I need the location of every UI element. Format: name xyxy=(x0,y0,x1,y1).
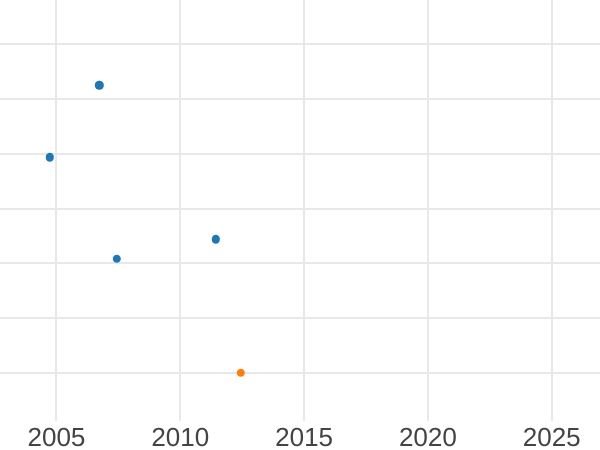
x-tick-label: 2005 xyxy=(27,422,86,450)
horizontal-gridline xyxy=(0,262,600,265)
vertical-gridline xyxy=(550,0,553,421)
horizontal-gridline xyxy=(0,207,600,210)
x-tick-label: 2025 xyxy=(522,422,581,450)
series-blue-point xyxy=(211,235,220,244)
series-blue-point xyxy=(45,152,54,162)
vertical-gridline xyxy=(179,0,182,421)
series-blue-point xyxy=(95,81,104,90)
horizontal-gridline xyxy=(0,152,600,155)
horizontal-gridline xyxy=(0,371,600,374)
series-blue-point xyxy=(112,254,121,264)
x-tick-label: 2015 xyxy=(275,422,333,450)
vertical-gridline xyxy=(426,0,429,421)
vertical-gridline xyxy=(55,0,58,421)
x-tick-label: 2010 xyxy=(151,422,210,450)
horizontal-gridline xyxy=(0,43,600,46)
horizontal-gridline xyxy=(0,98,600,101)
x-tick-label: 2020 xyxy=(398,422,457,450)
series-orange-point xyxy=(236,368,246,378)
horizontal-gridline xyxy=(0,317,600,320)
vertical-gridline xyxy=(303,0,306,421)
